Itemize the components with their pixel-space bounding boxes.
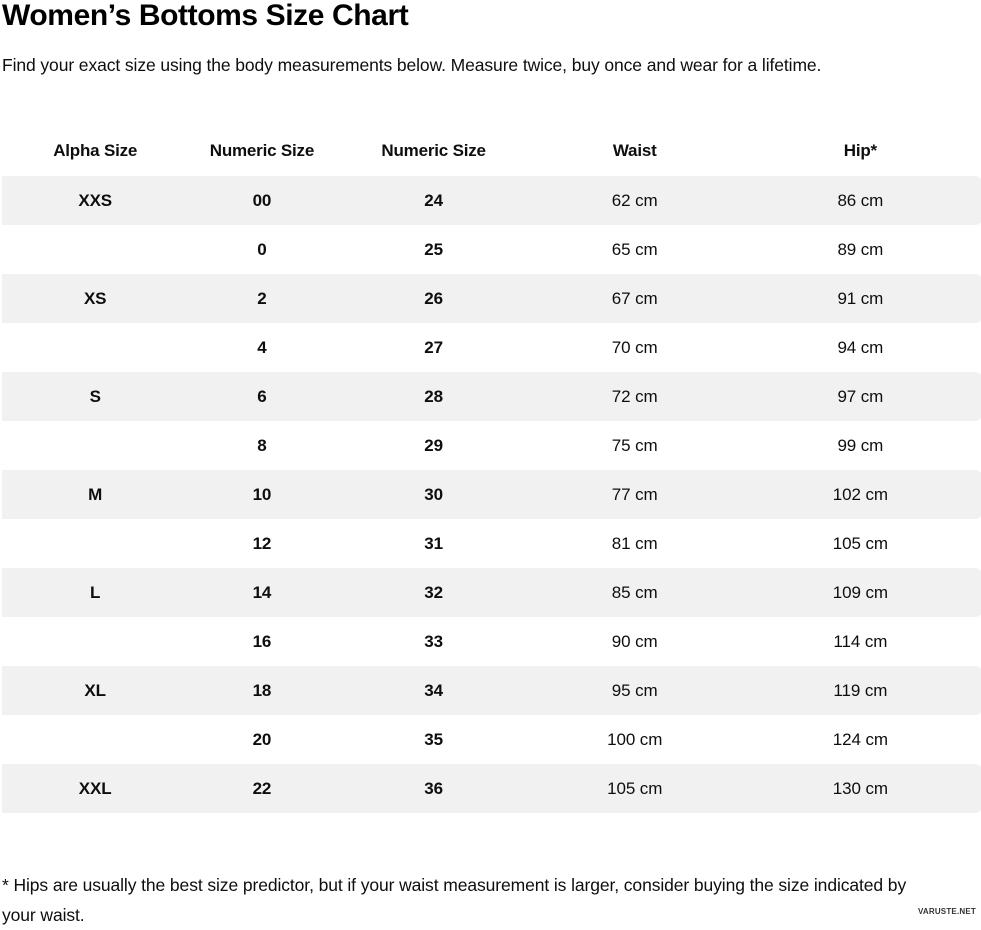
table-header-row: Alpha Size Numeric Size Numeric Size Wai… (2, 126, 981, 176)
cell-hip: 94 cm (837, 337, 884, 357)
cell-numeric-size-1: 20 (252, 729, 272, 749)
cell-numeric-size-2: 25 (424, 239, 443, 259)
cell-numeric-size-2: 35 (424, 729, 443, 749)
cell-waist: 65 cm (611, 239, 658, 259)
cell-waist: 85 cm (531, 568, 738, 617)
cell-numeric-size-1: 8 (257, 435, 267, 455)
cell-alpha-size: S (2, 372, 189, 421)
cell-numeric-size-2: 29 (424, 435, 443, 455)
cell-numeric-size-1: 4 (257, 337, 267, 357)
cell-hip: 102 cm (737, 470, 981, 519)
column-header-waist: Waist (612, 141, 657, 160)
cell-numeric-size-1: 0 (257, 239, 267, 259)
cell-waist: 105 cm (531, 764, 738, 813)
cell-alpha-size: XXS (2, 176, 189, 225)
cell-hip: 114 cm (833, 631, 888, 651)
cell-numeric-size-2: 24 (335, 176, 532, 225)
page-title: Women’s Bottoms Size Chart (2, 0, 409, 32)
cell-waist: 95 cm (531, 666, 738, 715)
cell-numeric-size-2: 28 (335, 372, 532, 421)
cell-waist: 67 cm (531, 274, 738, 323)
cell-waist: 62 cm (531, 176, 738, 225)
cell-hip: 119 cm (737, 666, 981, 715)
cell-hip: 91 cm (737, 274, 981, 323)
cell-waist: 77 cm (531, 470, 738, 519)
cell-numeric-size-1: 16 (252, 631, 272, 651)
cell-numeric-size-1: 10 (188, 470, 336, 519)
column-header-alpha-size: Alpha Size (53, 141, 138, 160)
cell-alpha-size (2, 519, 188, 568)
table-row: 12 31 81 cm 105 cm (2, 519, 981, 568)
cell-hip: 105 cm (832, 533, 888, 553)
cell-numeric-size-1: 00 (188, 176, 336, 225)
column-header-numeric-size-1: Numeric Size (209, 141, 315, 160)
cell-hip: 89 cm (837, 239, 884, 259)
cell-numeric-size-1: 12 (252, 533, 272, 553)
cell-waist: 90 cm (611, 631, 658, 651)
cell-numeric-size-2: 32 (335, 568, 532, 617)
cell-numeric-size-2: 34 (335, 666, 532, 715)
footnote: * Hips are usually the best size predict… (2, 875, 907, 925)
cell-waist: 100 cm (607, 729, 663, 749)
table-row: 0 25 65 cm 89 cm (2, 225, 981, 274)
table-row: XL 18 34 95 cm 119 cm (2, 666, 981, 715)
cell-waist: 75 cm (611, 435, 658, 455)
cell-waist: 72 cm (531, 372, 738, 421)
table-row: XS 2 26 67 cm 91 cm (2, 274, 981, 323)
cell-numeric-size-2: 36 (335, 764, 532, 813)
cell-alpha-size (2, 617, 188, 666)
column-header-numeric-size-2: Numeric Size (381, 141, 486, 160)
cell-alpha-size: XXL (2, 764, 189, 813)
table-row: 20 35 100 cm 124 cm (2, 715, 981, 764)
page-subtitle: Find your exact size using the body meas… (2, 55, 822, 75)
cell-hip: 109 cm (737, 568, 981, 617)
cell-numeric-size-1: 14 (188, 568, 336, 617)
cell-numeric-size-2: 31 (424, 533, 443, 553)
watermark-logo: VARUSTE.NET (917, 907, 976, 916)
cell-hip: 130 cm (737, 764, 981, 813)
cell-alpha-size (2, 715, 188, 764)
table-row: 8 29 75 cm 99 cm (2, 421, 981, 470)
cell-alpha-size: XL (2, 666, 189, 715)
cell-alpha-size (2, 421, 188, 470)
cell-numeric-size-1: 2 (188, 274, 336, 323)
table-row: S 6 28 72 cm 97 cm (2, 372, 981, 421)
cell-numeric-size-2: 33 (424, 631, 443, 651)
cell-hip: 99 cm (837, 435, 884, 455)
table-row: L 14 32 85 cm 109 cm (2, 568, 981, 617)
table-row: XXL 22 36 105 cm 130 cm (2, 764, 981, 813)
cell-hip: 97 cm (737, 372, 981, 421)
cell-alpha-size: XS (2, 274, 189, 323)
cell-alpha-size: M (2, 470, 189, 519)
table-row: 4 27 70 cm 94 cm (2, 323, 981, 372)
cell-hip: 86 cm (737, 176, 981, 225)
column-header-hip: Hip* (843, 141, 877, 160)
cell-numeric-size-2: 26 (335, 274, 532, 323)
cell-hip: 124 cm (832, 729, 888, 749)
size-chart-table: Alpha Size Numeric Size Numeric Size Wai… (2, 126, 981, 813)
cell-numeric-size-1: 22 (188, 764, 336, 813)
cell-numeric-size-2: 30 (335, 470, 532, 519)
cell-waist: 70 cm (611, 337, 658, 357)
cell-waist: 81 cm (611, 533, 658, 553)
cell-numeric-size-1: 18 (188, 666, 336, 715)
table-row: 16 33 90 cm 114 cm (2, 617, 981, 666)
table-row: M 10 30 77 cm 102 cm (2, 470, 981, 519)
cell-numeric-size-1: 6 (188, 372, 336, 421)
cell-alpha-size: L (2, 568, 189, 617)
cell-alpha-size (2, 225, 188, 274)
cell-numeric-size-2: 27 (424, 337, 443, 357)
table-row: XXS 00 24 62 cm 86 cm (2, 176, 981, 225)
cell-alpha-size (2, 323, 188, 372)
